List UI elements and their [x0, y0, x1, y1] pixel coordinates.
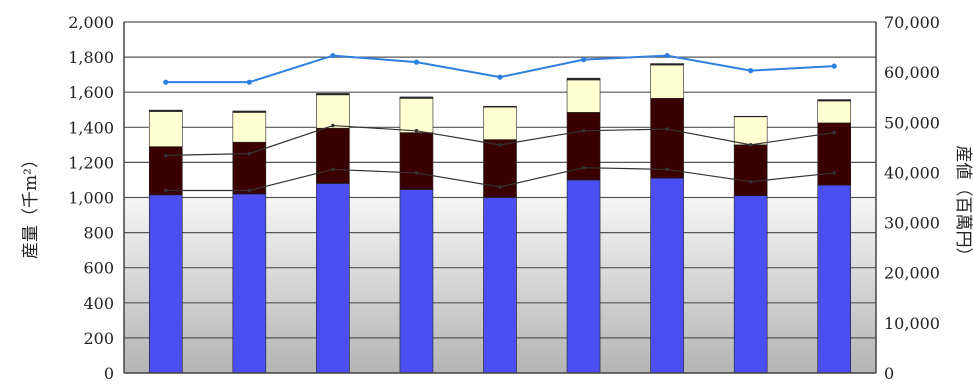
left-tick-label: 1,200: [68, 153, 114, 172]
line-point: [247, 151, 252, 156]
bar-segment-1: [148, 194, 183, 374]
right-tick-label: 70,000: [884, 13, 940, 32]
bar-segment-4: [817, 99, 852, 102]
line-point: [163, 188, 168, 193]
right-tick-label: 0: [884, 364, 894, 383]
bar-segment-1: [650, 177, 684, 374]
line-point: [330, 52, 336, 59]
bar-segment-4: [399, 96, 434, 99]
line-point: [163, 79, 169, 85]
bar-segment-2: [316, 127, 350, 184]
line-point: [832, 171, 837, 175]
line-point: [498, 143, 502, 147]
line-point: [163, 153, 168, 158]
bar-segment-3: [399, 98, 434, 133]
line-point: [331, 167, 335, 172]
bar-segment-3: [817, 100, 852, 124]
line-point: [748, 68, 754, 74]
bar-segment-4: [316, 93, 350, 96]
bar-segment-1: [316, 183, 350, 374]
line-point: [748, 143, 753, 147]
bar-segment-1: [733, 195, 768, 374]
line-series: [163, 52, 837, 193]
line-point: [331, 123, 335, 128]
line-point: [832, 130, 837, 135]
bar-segment-2: [650, 98, 684, 179]
line-point: [665, 127, 669, 131]
left-axis-title: 産量（千m²）: [21, 151, 41, 259]
line-point: [414, 129, 419, 133]
bars: [148, 63, 852, 374]
bar-segment-4: [650, 63, 684, 66]
right-axis-title: 産値（百萬円）: [953, 146, 973, 265]
left-tick-label: 1,600: [68, 83, 114, 102]
line-point: [414, 171, 419, 175]
left-tick-label: 200: [83, 329, 114, 348]
left-tick-label: 1,400: [68, 118, 114, 137]
bar-segment-4: [483, 105, 517, 108]
line-point: [581, 165, 586, 170]
line-point: [664, 52, 670, 59]
left-tick-label: 800: [83, 224, 114, 243]
bar-segment-4: [733, 115, 768, 118]
bar-segment-4: [148, 109, 183, 112]
line-point: [498, 185, 502, 189]
left-axis-ticks: 0 200 400 600 800 1,000 1,200 1,400 1,600 1,800 2,…: [68, 13, 114, 383]
bar-segment-4: [566, 77, 601, 81]
bar-segment-4: [232, 110, 267, 113]
line-point: [581, 129, 586, 133]
right-tick-label: 60,000: [884, 63, 940, 82]
line-point: [413, 59, 420, 65]
bar-segment-1: [817, 184, 852, 374]
left-tick-label: 400: [83, 294, 114, 313]
line-point: [665, 167, 669, 172]
line-point: [831, 63, 837, 69]
line-point: [247, 188, 252, 193]
right-tick-label: 30,000: [884, 214, 940, 233]
bar-segment-3: [148, 111, 183, 147]
bar-segment-1: [566, 179, 601, 374]
left-tick-label: 600: [83, 259, 114, 278]
bar-segment-3: [316, 94, 350, 129]
bar-segment-1: [232, 193, 267, 374]
line-point: [748, 179, 753, 184]
left-tick-label: 1,800: [68, 48, 114, 67]
bar-segment-1: [399, 189, 434, 374]
line-point: [580, 57, 587, 63]
right-axis-ticks: 0 10,000 20,000 30,000 40,000 50,000 60,000 70,…: [884, 13, 940, 383]
bar-segment-1: [483, 197, 517, 374]
bar-segment-3: [733, 116, 768, 146]
axes: [123, 22, 877, 374]
bar-segment-2: [483, 139, 517, 198]
bar-segment-3: [483, 106, 517, 140]
bar-segment-2: [733, 144, 768, 197]
bar-segment-3: [566, 79, 601, 113]
right-tick-label: 50,000: [884, 113, 940, 132]
left-tick-label: 2,000: [68, 13, 114, 32]
right-tick-label: 10,000: [884, 314, 940, 333]
left-tick-label: 0: [104, 364, 114, 383]
line-point: [246, 79, 252, 85]
bar-segment-3: [232, 112, 267, 143]
right-tick-label: 40,000: [884, 163, 940, 182]
bar-segment-2: [399, 132, 434, 190]
right-tick-label: 20,000: [884, 264, 940, 283]
bar-segment-3: [650, 64, 684, 99]
left-tick-label: 1,000: [68, 189, 114, 208]
line-point: [497, 74, 503, 80]
